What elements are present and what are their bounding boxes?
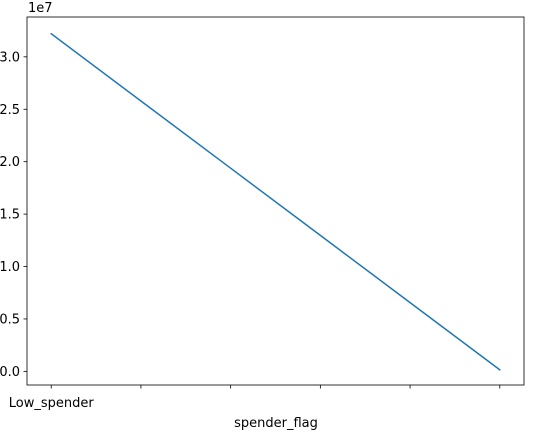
series-line (50, 32, 501, 371)
y-tick-label: 0.5 (0, 312, 20, 327)
y-tick-label: 2.5 (0, 103, 20, 118)
y-tick-label: 2.0 (0, 155, 20, 170)
x-tick-label: Low_spender (9, 396, 95, 411)
y-tick-label: 1.0 (0, 260, 20, 275)
y-tick-label: 1.5 (0, 208, 20, 223)
offset-text: 1e7 (28, 1, 53, 16)
y-tick-label: 3.0 (0, 50, 20, 65)
x-axis-ticks: Low_spender (9, 385, 501, 411)
y-axis-ticks: 0.0 0.5 1.0 1.5 2.0 2.5 3.0 (0, 50, 27, 380)
y-tick-label: 0.0 (0, 365, 20, 380)
x-axis-label: spender_flag (234, 416, 318, 431)
plot-frame (26, 16, 525, 386)
